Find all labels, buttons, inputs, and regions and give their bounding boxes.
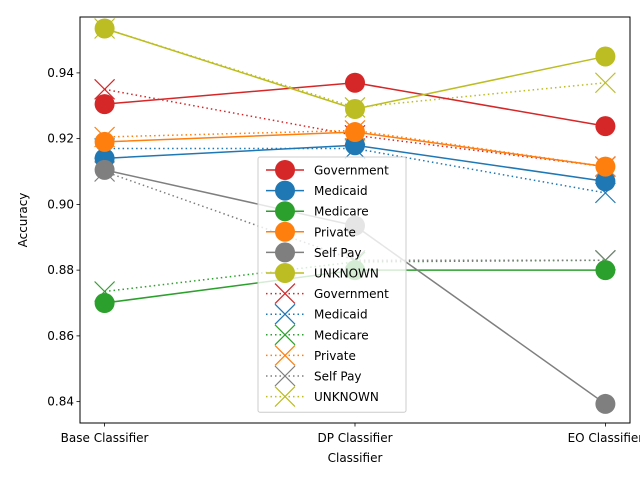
legend-marker-x-medicaid-stroke bbox=[274, 303, 296, 325]
legend-marker-circle-private bbox=[275, 221, 295, 242]
legend-label: UNKNOWN bbox=[314, 267, 379, 281]
legend-marker-x-medicare-stroke bbox=[274, 324, 296, 346]
legend-marker-circle-medicaid bbox=[275, 180, 295, 201]
y-tick-label: 0.86 bbox=[47, 329, 74, 343]
data-point-circle-private bbox=[94, 131, 115, 152]
data-point-circle-medicare bbox=[595, 260, 616, 281]
legend-marker-circle-unknown bbox=[275, 263, 295, 283]
legend-marker-circle-medicare bbox=[275, 201, 295, 222]
x-axis-label: Classifier bbox=[328, 451, 383, 465]
data-point-x-unknown bbox=[594, 72, 616, 94]
data-point-circle-government bbox=[94, 94, 115, 115]
legend-marker-circle-government bbox=[275, 160, 295, 180]
data-point-x-government-stroke bbox=[94, 78, 116, 100]
y-tick-label: 0.84 bbox=[47, 395, 74, 409]
data-point-x-government bbox=[94, 78, 116, 100]
data-point-circle-self-pay bbox=[595, 393, 616, 414]
y-tick-label: 0.94 bbox=[47, 66, 74, 80]
y-axis-label: Accuracy bbox=[16, 193, 30, 248]
x-tick-label: DP Classifier bbox=[317, 431, 392, 445]
legend-label: UNKNOWN bbox=[314, 390, 379, 404]
y-tick-label: 0.90 bbox=[47, 197, 74, 211]
legend-label: Government bbox=[314, 287, 389, 301]
legend-label: Government bbox=[314, 164, 389, 178]
legend-label: Medicaid bbox=[314, 184, 368, 198]
legend-marker-circle-self-pay bbox=[275, 242, 295, 263]
legend-label: Medicare bbox=[314, 205, 369, 219]
series-line-dotted-unknown bbox=[104, 27, 606, 109]
legend-marker-x-self-pay-stroke bbox=[274, 365, 296, 387]
legend-marker-x-private bbox=[274, 344, 296, 366]
legend-label: Private bbox=[314, 349, 356, 363]
x-axis-ticks: Base Classifier DP Classifier EO Classifie… bbox=[61, 423, 640, 445]
legend-label: Private bbox=[314, 225, 356, 239]
series-line-dotted-medicaid bbox=[104, 147, 606, 194]
y-tick-label: 0.92 bbox=[47, 132, 74, 146]
legend-marker-x-medicare bbox=[274, 324, 296, 346]
data-point-x-unknown-stroke bbox=[594, 72, 616, 94]
legend-marker-x-unknown-stroke bbox=[274, 386, 296, 408]
legend-label: Self Pay bbox=[314, 370, 362, 384]
y-tick-label: 0.88 bbox=[47, 263, 74, 277]
data-point-circle-unknown bbox=[595, 46, 616, 67]
x-tick-label: Base Classifier bbox=[61, 431, 149, 445]
legend: Government Medicaid Medicare Private Self Pa… bbox=[257, 156, 407, 413]
data-point-circle-government bbox=[595, 116, 616, 137]
legend-marker-x-private-stroke bbox=[274, 344, 296, 366]
y-axis-ticks: 0.84 0.86 0.88 0.90 0.92 0.94 bbox=[47, 66, 80, 409]
legend-marker-x-unknown bbox=[274, 386, 296, 408]
legend-marker-x-government bbox=[274, 283, 296, 305]
legend-marker-x-self-pay bbox=[274, 365, 296, 387]
data-point-circle-government bbox=[345, 72, 365, 93]
x-tick-label: EO Classifier bbox=[568, 431, 640, 445]
legend-label: Medicare bbox=[314, 328, 369, 342]
data-point-circle-medicaid bbox=[595, 171, 616, 192]
legend-marker-x-medicaid bbox=[274, 303, 296, 325]
data-point-circle-private bbox=[595, 156, 616, 177]
data-point-circle-private bbox=[345, 122, 365, 143]
legend-box bbox=[257, 156, 407, 413]
data-point-circle-medicare bbox=[94, 293, 115, 314]
data-point-circle-self-pay bbox=[94, 159, 115, 180]
legend-label: Self Pay bbox=[314, 246, 362, 260]
data-point-circle-unknown bbox=[94, 18, 115, 39]
legend-label: Medicaid bbox=[314, 308, 368, 322]
data-point-circle-unknown bbox=[345, 99, 365, 120]
legend-marker-x-government-stroke bbox=[274, 283, 296, 305]
